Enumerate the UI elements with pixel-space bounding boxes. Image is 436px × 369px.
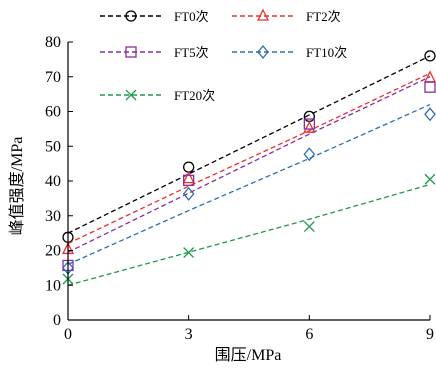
data-point [424,81,436,93]
y-tick-label: 60 [45,104,61,121]
x-axis-title: 围压/MPa [215,346,282,364]
y-tick-label: 70 [45,69,61,86]
legend-label: FT20次 [174,88,215,103]
plot-area [61,50,436,286]
data-point [182,186,195,201]
x-tick-label: 9 [426,326,434,343]
x-tick-label: 3 [185,326,193,343]
y-axis-title: 峰值强度/MPa [8,137,26,236]
legend-marker [125,46,137,58]
x-tick-label: 0 [64,326,72,343]
series-fit-line-1 [67,55,431,234]
legend: FT0次 FT2次 FT5次 FT10次 FT20次 [100,8,347,103]
legend-marker [257,44,269,60]
legend-label: FT10次 [306,45,347,60]
series-fit-line-4 [67,103,431,265]
data-point [424,107,436,122]
y-tick-label: 40 [45,173,61,190]
y-tick-label: 30 [45,208,61,225]
series-fit-line-5 [67,183,431,286]
legend-label: FT0次 [174,9,209,24]
data-point [182,171,195,184]
legend-marker [125,10,137,22]
data-point [303,120,316,133]
series-fit-line-2 [67,72,431,245]
data-point [303,118,315,130]
legend-label: FT2次 [306,9,341,24]
y-tick-label: 80 [45,34,61,51]
y-tick-label: 50 [45,138,61,155]
data-point [424,173,436,185]
legend-label: FT5次 [174,45,209,60]
data-point [183,247,195,259]
legend-marker [125,89,137,101]
y-tick-label: 20 [45,243,61,260]
series-fit-line-3 [67,76,431,253]
y-tick-label: 0 [53,312,61,329]
data-point [424,50,436,62]
data-point [183,174,195,186]
x-tick-label: 6 [305,326,313,343]
legend-marker [256,8,270,21]
y-tick-label: 10 [45,277,61,294]
data-point [303,147,316,162]
data-point [183,161,195,173]
data-point [303,221,315,232]
axes: 0 10 20 30 40 50 60 70 80 0 3 6 9 [45,34,434,343]
